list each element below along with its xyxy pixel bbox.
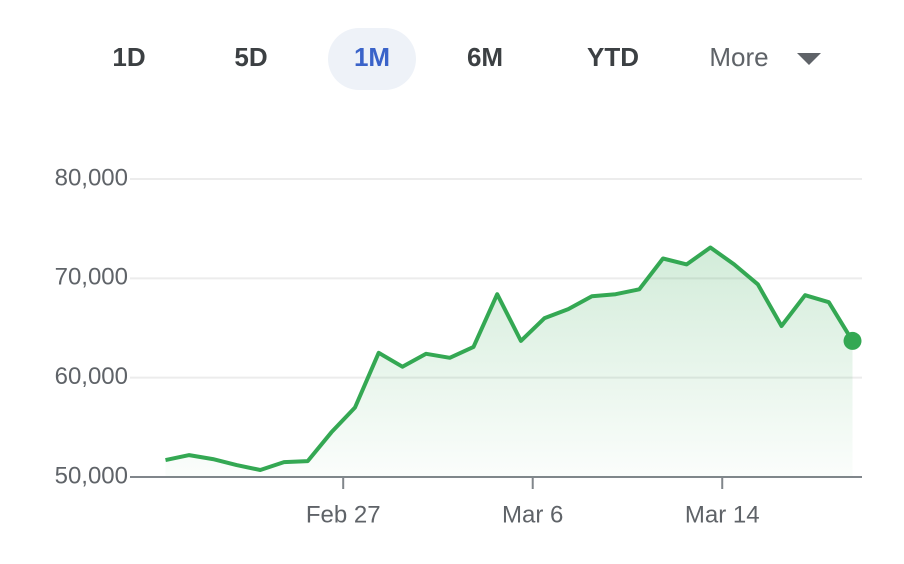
x-tick-label: Mar 14 xyxy=(685,501,760,528)
last-point xyxy=(843,331,862,350)
range-tab[interactable]: 1D xyxy=(112,42,145,72)
tab-label[interactable]: YTD xyxy=(587,42,639,72)
tab-highlight xyxy=(328,28,416,90)
range-tabs: 1D 5D 1M 6M YTD More xyxy=(112,28,821,90)
x-tick-label: Feb 27 xyxy=(306,501,381,528)
y-tick-label: 50,000 xyxy=(55,462,128,489)
chart: 50,000 60,000 70,000 80,000 Feb 27 Mar 6 Mar 1… xyxy=(55,164,862,528)
dropdown-arrow xyxy=(797,53,821,65)
range-tab[interactable]: YTD xyxy=(587,42,639,72)
tab-label[interactable]: 1D xyxy=(112,42,145,72)
tab-label[interactable]: 5D xyxy=(234,42,267,72)
area xyxy=(165,247,853,477)
y-tick-label: 70,000 xyxy=(55,264,128,291)
x-tick-label: Mar 6 xyxy=(502,501,563,528)
tab-label[interactable]: 1M xyxy=(354,42,390,72)
range-tab[interactable]: 6M xyxy=(467,42,503,72)
tab-label[interactable]: More xyxy=(709,42,768,72)
price-line xyxy=(165,245,855,472)
y-tick-label: 80,000 xyxy=(55,164,128,191)
range-tab[interactable]: 5D xyxy=(234,42,267,72)
tab-label[interactable]: 6M xyxy=(467,42,503,72)
y-tick-label: 60,000 xyxy=(55,363,128,390)
range-tab[interactable]: More xyxy=(709,42,821,72)
range-tab[interactable]: 1M xyxy=(328,28,416,90)
